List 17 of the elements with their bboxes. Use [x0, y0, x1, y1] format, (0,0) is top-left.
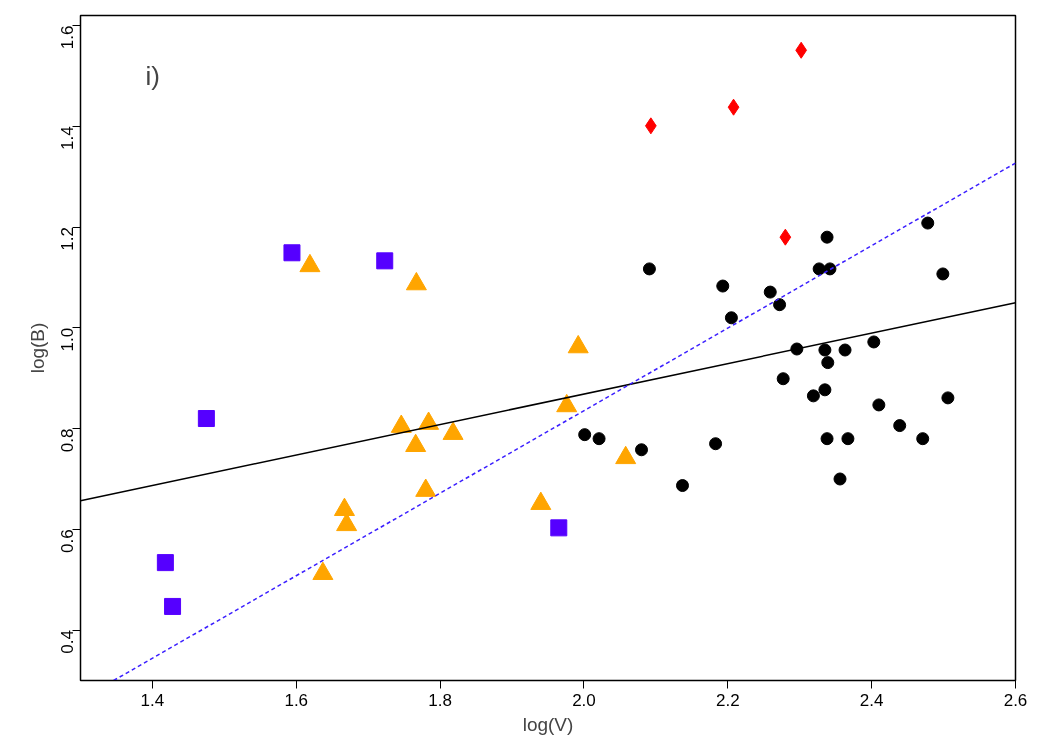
x-tick-label: 2.6	[1003, 690, 1028, 710]
x-tick-label: 2.2	[715, 690, 740, 710]
y-tick-label: 0.8	[58, 428, 78, 453]
y-axis-title: log(B)	[26, 322, 48, 374]
annotation: i)	[145, 60, 160, 91]
x-tick-label: 2.4	[859, 690, 884, 710]
x-tick-label: 1.6	[284, 690, 309, 710]
x-axis-title: log(V)	[522, 713, 574, 735]
y-tick-label: 0.6	[58, 529, 78, 553]
y-tick-label: 0.4	[58, 630, 78, 654]
y-tick-label: 1.2	[58, 227, 78, 251]
x-tick-label: 1.8	[428, 690, 452, 710]
x-tick-label: 1.4	[140, 690, 165, 710]
y-tick-label: 1.0	[58, 327, 78, 352]
x-tick-label: 2.0	[572, 690, 596, 710]
y-tick-label: 1.6	[58, 25, 78, 50]
y-tick-label: 1.4	[58, 126, 78, 150]
